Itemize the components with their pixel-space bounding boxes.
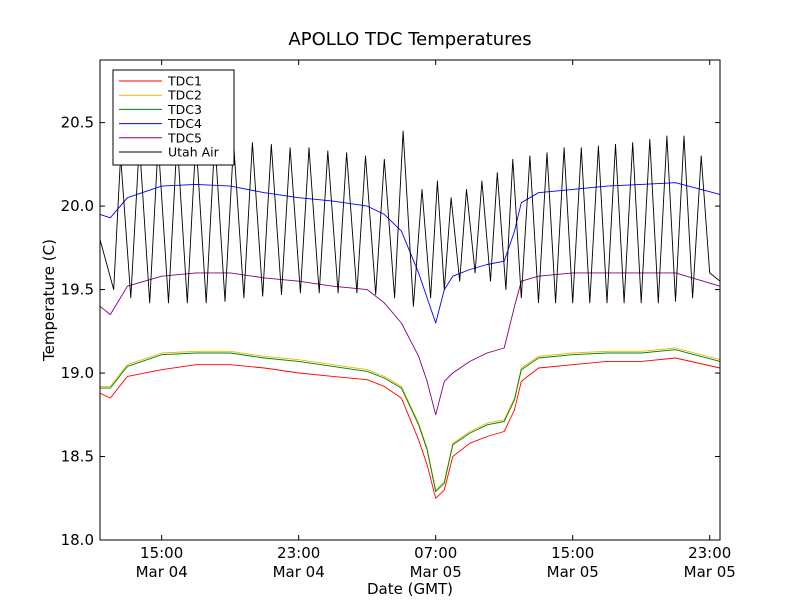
y-axis-label: Temperature (C)	[40, 239, 58, 362]
x-axis-label: Date (GMT)	[367, 580, 453, 598]
x-tick-label-date: Mar 05	[684, 563, 736, 581]
y-tick-label: 19.5	[61, 281, 94, 299]
legend-label-tdc3: TDC3	[167, 102, 202, 117]
series-line-tdc5	[99, 272, 721, 416]
x-tick-label-time: 15:00	[551, 544, 594, 562]
legend-label-tdc4: TDC4	[167, 116, 202, 131]
y-tick-label: 18.0	[61, 531, 94, 549]
legend-label-tdc5: TDC5	[167, 130, 202, 145]
plot-frame	[99, 59, 721, 541]
x-tick-label-time: 23:00	[277, 544, 320, 562]
x-tick-label-date: Mar 05	[410, 563, 462, 581]
series-layer	[99, 130, 721, 499]
series-line-tdc4	[99, 182, 721, 324]
legend-label-tdc1: TDC1	[167, 74, 202, 89]
legend-box	[112, 69, 235, 166]
legend-label-tdc2: TDC2	[167, 88, 202, 103]
x-tick-label-time: 07:00	[414, 544, 457, 562]
series-line-tdc1	[99, 357, 721, 499]
y-tick-label: 20.5	[61, 114, 94, 132]
x-tick-label-time: 23:00	[688, 544, 731, 562]
chart-title: APOLLO TDC Temperatures	[288, 29, 531, 50]
x-tick-label-date: Mar 04	[273, 563, 325, 581]
x-tick-label-date: Mar 04	[136, 563, 188, 581]
x-tick-label-date: Mar 05	[547, 563, 599, 581]
y-tick-label: 20.0	[61, 197, 94, 215]
legend-label-utah-air: Utah Air	[168, 145, 220, 160]
series-line-utah-air	[99, 130, 721, 307]
y-tick-label: 18.5	[61, 448, 94, 466]
series-line-tdc3	[100, 349, 721, 493]
x-tick-label-time: 15:00	[140, 544, 183, 562]
y-tick-label: 19.0	[61, 364, 94, 382]
